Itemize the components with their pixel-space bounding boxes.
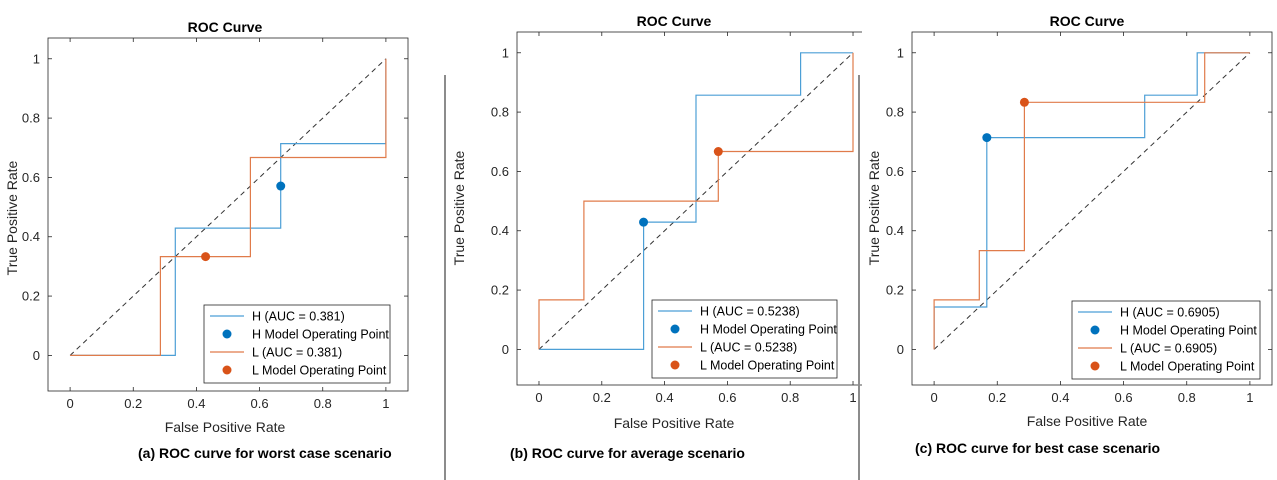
x-tick-label: 0.4: [1051, 390, 1069, 405]
y-tick-label: 0: [33, 348, 40, 363]
legend-entry: H Model Operating Point: [252, 328, 389, 342]
x-tick-label: 0.4: [187, 396, 205, 411]
x-tick-label: 0.6: [1115, 390, 1133, 405]
y-tick-label: 0.8: [22, 111, 40, 126]
y-tick-label: 0.6: [491, 164, 509, 179]
l-operating-point: [201, 252, 211, 262]
h-operating-point: [639, 217, 649, 227]
y-tick-label: 1: [33, 51, 40, 66]
legend-swatch-l-point: [1090, 361, 1100, 371]
x-tick-label: 1: [382, 396, 389, 411]
roc-chart-average: 0 0.2 0.4 0.6 0.8 1 0 0.2 0.4 0.6 0.8 1 ROC Curve Fal…: [451, 13, 862, 431]
y-tick-label: 0.4: [491, 223, 509, 238]
legend-swatch-l-point: [670, 360, 680, 370]
x-tick-label: 0.8: [314, 396, 332, 411]
legend-entry: L Model Operating Point: [700, 359, 835, 373]
roc-line-h: [933, 52, 1250, 350]
x-tick-label: 0.2: [988, 390, 1006, 405]
x-tick-label: 0: [535, 390, 542, 405]
x-tick-label: 0.4: [656, 390, 674, 405]
x-axis-label: False Positive Rate: [165, 419, 286, 435]
x-tick-label: 1: [849, 390, 856, 405]
legend-entry: L (AUC = 0.6905): [1120, 342, 1217, 356]
roc-chart-worst-case: 0 0.2 0.4 0.6 0.8 1 0 0.2 0.4 0.6 0.8 1 ROC Curve Fal…: [4, 19, 409, 435]
legend-box: [651, 299, 838, 379]
legend-swatch-l-point: [222, 365, 232, 375]
legend-entry: L Model Operating Point: [252, 364, 387, 378]
y-tick-label: 0.6: [22, 170, 40, 185]
legend-swatch-h-point: [222, 329, 232, 339]
x-tick-label: 0.2: [593, 390, 611, 405]
y-tick-label: 0.2: [886, 283, 904, 298]
caption-best-case: (c) ROC curve for best case scenario: [915, 440, 1161, 456]
legend-entry: L Model Operating Point: [1120, 360, 1255, 374]
y-tick-label: 0.4: [22, 229, 40, 244]
caption-average: (b) ROC curve for average scenario: [510, 445, 745, 461]
roc-line-l: [933, 52, 1250, 350]
x-tick-label: 0.8: [1178, 390, 1196, 405]
x-tick-label: 1: [1246, 390, 1253, 405]
x-tick-label: 0.6: [718, 390, 736, 405]
legend: H (AUC = 0.5238) H Model Operating Point L…: [651, 299, 838, 379]
legend-entry: H (AUC = 0.6905): [1120, 306, 1220, 320]
x-tick-label: 0.8: [781, 390, 799, 405]
y-tick-label: 0.8: [886, 105, 904, 120]
caption-worst-case: (a) ROC curve for worst case scenario: [138, 445, 392, 461]
x-tick-label: 0: [66, 396, 73, 411]
y-axis-label: True Positive Rate: [4, 160, 20, 275]
y-tick-label: 0.6: [886, 164, 904, 179]
chance-diagonal: [69, 58, 387, 356]
y-tick-label: 0.4: [886, 223, 904, 238]
h-operating-point: [276, 181, 286, 191]
y-tick-label: 0.2: [491, 283, 509, 298]
panel-separator: [858, 75, 860, 480]
y-tick-label: 1: [502, 45, 509, 60]
y-axis-label: True Positive Rate: [866, 150, 882, 265]
y-tick-label: 0: [897, 342, 904, 357]
x-tick-label: 0: [930, 390, 937, 405]
roc-line-l: [538, 52, 854, 350]
panel-separator: [444, 75, 446, 480]
chart-title: ROC Curve: [188, 19, 263, 35]
l-operating-point: [1019, 97, 1029, 107]
roc-line-h: [539, 52, 853, 350]
roc-line-l: [70, 58, 387, 356]
y-axis-label: True Positive Rate: [451, 150, 467, 265]
legend-box: [203, 304, 391, 384]
y-tick-label: 0.2: [22, 289, 40, 304]
legend-entry: H (AUC = 0.5238): [700, 305, 800, 319]
x-tick-label: 0.2: [124, 396, 142, 411]
y-tick-label: 0.8: [491, 105, 509, 120]
legend-swatch-h-point: [670, 324, 680, 334]
chart-title: ROC Curve: [637, 13, 712, 29]
y-tick-label: 0: [502, 342, 509, 357]
y-tick-label: 1: [897, 45, 904, 60]
legend-entry: L (AUC = 0.381): [252, 346, 342, 360]
x-tick-label: 0.6: [251, 396, 269, 411]
chart-title: ROC Curve: [1050, 13, 1125, 29]
legend: H (AUC = 0.381) H Model Operating Point L …: [203, 304, 391, 384]
roc-chart-best-case: 0 0.2 0.4 0.6 0.8 1 0 0.2 0.4 0.6 0.8 1 ROC Curve Fal…: [866, 13, 1273, 429]
legend-entry: H (AUC = 0.381): [252, 310, 345, 324]
legend-entry: L (AUC = 0.5238): [700, 341, 797, 355]
l-operating-point: [713, 147, 723, 157]
h-operating-point: [982, 133, 992, 143]
legend-swatch-h-point: [1090, 325, 1100, 335]
legend-entry: H Model Operating Point: [700, 323, 837, 337]
legend-entry: H Model Operating Point: [1120, 324, 1257, 338]
legend: H (AUC = 0.6905) H Model Operating Point L…: [1071, 300, 1261, 380]
x-axis-label: False Positive Rate: [614, 415, 735, 431]
x-axis-label: False Positive Rate: [1027, 413, 1148, 429]
legend-box: [1071, 300, 1261, 380]
